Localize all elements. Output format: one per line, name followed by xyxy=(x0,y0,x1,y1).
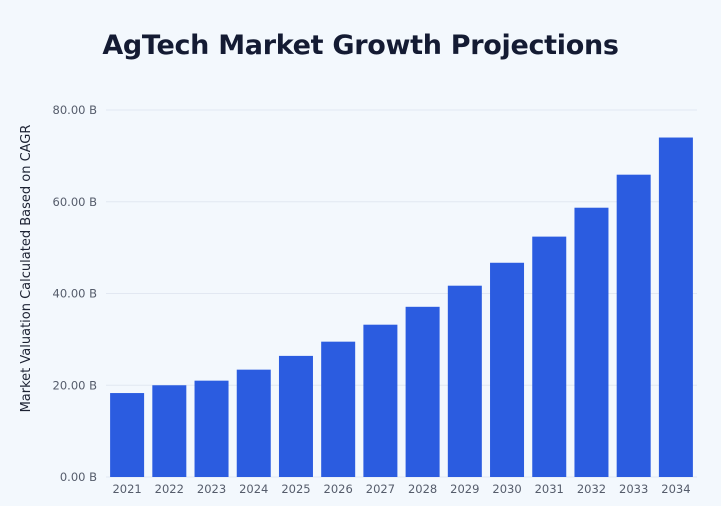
y-axis-label: Market Valuation Calculated Based on CAG… xyxy=(19,125,34,413)
x-tick-label: 2028 xyxy=(408,482,437,496)
x-tick-label: 2026 xyxy=(324,482,353,496)
chart-title: AgTech Market Growth Projections xyxy=(102,30,619,61)
y-tick-label: 60.00 B xyxy=(53,195,98,209)
y-tick-label: 20.00 B xyxy=(53,378,98,392)
x-tick-label: 2030 xyxy=(492,482,521,496)
x-tick-label: 2021 xyxy=(112,482,141,496)
bar-2025 xyxy=(278,355,313,477)
bar-2034 xyxy=(658,137,693,477)
x-tick-label: 2032 xyxy=(577,482,606,496)
bar-2021 xyxy=(110,393,145,477)
bar-2031 xyxy=(532,236,567,477)
bar-2030 xyxy=(490,262,525,477)
x-tick-label: 2029 xyxy=(450,482,479,496)
x-tick-label: 2024 xyxy=(239,482,268,496)
bar-2027 xyxy=(363,324,398,477)
x-tick-label: 2027 xyxy=(366,482,395,496)
x-tick-label: 2033 xyxy=(619,482,648,496)
x-tick-label: 2031 xyxy=(535,482,564,496)
bar-2023 xyxy=(194,380,229,477)
y-tick-label: 0.00 B xyxy=(60,470,97,484)
x-tick-label: 2023 xyxy=(197,482,226,496)
y-tick-label: 80.00 B xyxy=(53,103,98,117)
bar-2026 xyxy=(321,341,356,477)
x-tick-label: 2034 xyxy=(661,482,690,496)
bar-2024 xyxy=(236,369,271,477)
y-tick-label: 40.00 B xyxy=(53,287,98,301)
x-tick-label: 2022 xyxy=(155,482,184,496)
x-tick-label: 2025 xyxy=(281,482,310,496)
bar-2032 xyxy=(574,207,609,477)
bar-2022 xyxy=(152,385,187,477)
bar-2028 xyxy=(405,306,440,477)
bar-2033 xyxy=(616,174,651,477)
bar-2029 xyxy=(447,285,482,477)
